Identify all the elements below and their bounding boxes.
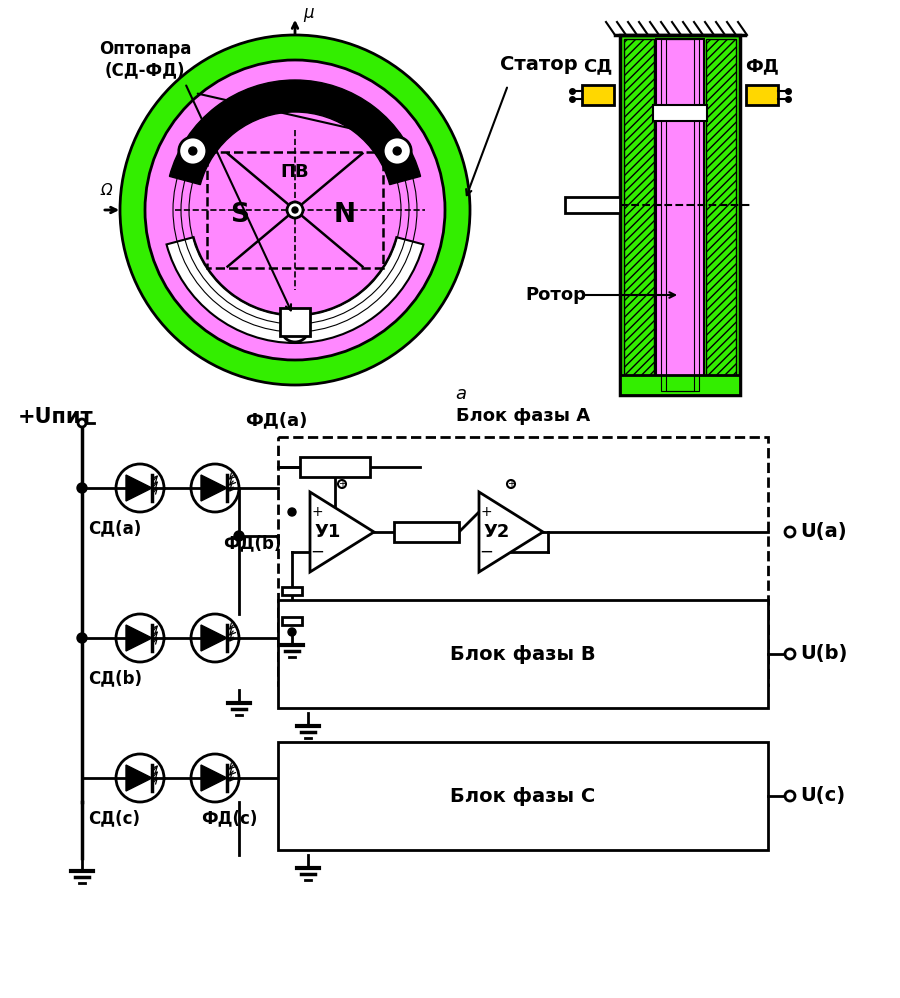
Circle shape	[292, 207, 298, 213]
Circle shape	[287, 202, 303, 218]
Text: +: +	[311, 505, 323, 519]
Text: ФД(a): ФД(a)	[245, 411, 308, 429]
Bar	[666, 39, 694, 391]
Wedge shape	[169, 80, 420, 185]
Polygon shape	[126, 765, 152, 791]
Circle shape	[338, 480, 346, 488]
Circle shape	[78, 419, 86, 427]
Text: +: +	[481, 505, 491, 519]
Bar	[582, 85, 614, 105]
Bar	[661, 39, 699, 391]
Text: У1: У1	[315, 523, 341, 541]
Bar	[706, 39, 736, 391]
Text: U(a): U(a)	[800, 523, 847, 542]
Wedge shape	[166, 238, 424, 343]
Text: СД(a): СД(a)	[88, 519, 141, 537]
Text: У2: У2	[484, 523, 510, 541]
Bar	[656, 39, 704, 391]
Circle shape	[191, 754, 239, 802]
Text: U(b): U(b)	[800, 645, 848, 664]
Circle shape	[281, 314, 309, 342]
Circle shape	[120, 35, 470, 385]
Bar	[282, 587, 302, 595]
Text: a: a	[455, 385, 466, 403]
Circle shape	[288, 508, 296, 516]
Text: СД: СД	[583, 57, 613, 75]
Text: N: N	[334, 202, 356, 228]
Polygon shape	[126, 625, 152, 651]
Polygon shape	[126, 475, 152, 501]
Text: Блок фазы В: Блок фазы В	[450, 645, 596, 664]
Circle shape	[507, 480, 515, 488]
Bar	[278, 437, 768, 685]
Circle shape	[77, 633, 87, 643]
Bar	[620, 35, 740, 395]
Circle shape	[160, 75, 430, 345]
Text: Блок фазы С: Блок фазы С	[450, 786, 596, 805]
Text: +Uпит: +Uпит	[18, 407, 94, 427]
Bar	[653, 105, 707, 121]
Text: +: +	[338, 479, 346, 489]
Bar	[746, 85, 778, 105]
Text: μ: μ	[303, 4, 313, 22]
Text: СД(b): СД(b)	[88, 669, 142, 687]
Circle shape	[785, 649, 795, 659]
Text: U(c): U(c)	[800, 786, 845, 805]
Bar	[565, 197, 620, 213]
Circle shape	[785, 791, 795, 801]
Text: Ω: Ω	[100, 183, 112, 198]
Polygon shape	[201, 765, 227, 791]
Polygon shape	[310, 492, 374, 572]
Circle shape	[393, 147, 401, 155]
Polygon shape	[201, 475, 227, 501]
Text: Ротор: Ротор	[525, 286, 586, 304]
Bar	[620, 375, 740, 395]
Text: ФД: ФД	[745, 57, 778, 75]
Circle shape	[191, 614, 239, 662]
Circle shape	[77, 483, 87, 493]
Circle shape	[145, 60, 445, 360]
Bar	[278, 600, 768, 708]
Bar	[207, 152, 383, 268]
Polygon shape	[479, 492, 543, 572]
Text: +: +	[507, 479, 515, 489]
Bar	[624, 39, 654, 391]
Circle shape	[288, 628, 296, 636]
Bar	[280, 308, 310, 336]
Bar	[282, 617, 302, 625]
Bar	[300, 457, 370, 477]
Circle shape	[785, 527, 795, 537]
Bar	[394, 522, 459, 542]
Text: ФД(b): ФД(b)	[223, 534, 282, 552]
Circle shape	[191, 464, 239, 512]
Text: Блок фазы А: Блок фазы А	[456, 407, 590, 425]
Circle shape	[116, 754, 164, 802]
Text: Оптопара
(СД-ФД): Оптопара (СД-ФД)	[99, 40, 191, 79]
Circle shape	[189, 147, 197, 155]
Circle shape	[116, 464, 164, 512]
Text: ПВ: ПВ	[281, 163, 310, 181]
Circle shape	[383, 137, 411, 165]
Text: S: S	[230, 202, 249, 228]
Text: −: −	[310, 543, 324, 561]
Text: СД(c): СД(c)	[88, 809, 140, 827]
Text: ФД(c): ФД(c)	[201, 809, 257, 827]
Text: Статор: Статор	[500, 55, 578, 74]
Circle shape	[116, 614, 164, 662]
Polygon shape	[201, 625, 227, 651]
Text: −: −	[479, 543, 493, 561]
Bar	[278, 742, 768, 850]
Circle shape	[179, 137, 207, 165]
Circle shape	[291, 324, 299, 332]
Circle shape	[234, 531, 244, 541]
